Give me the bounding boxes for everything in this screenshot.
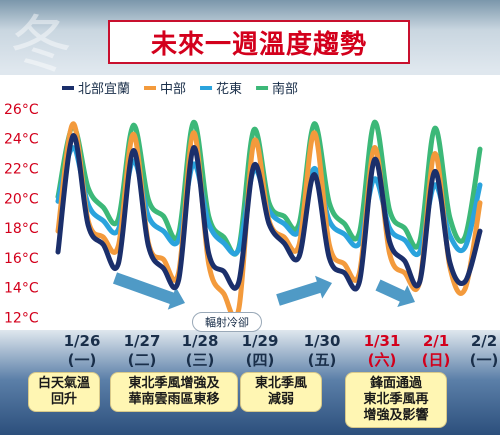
day-weekday: (四) bbox=[245, 351, 275, 369]
forecast-note: 東北季風增強及 華南雲雨區東移 bbox=[110, 372, 238, 412]
trend-arrow-icon bbox=[276, 275, 332, 306]
y-tick-label: 24°C bbox=[4, 132, 39, 148]
legend-label: 花東 bbox=[216, 81, 242, 97]
day-weekday: (一) bbox=[469, 351, 499, 369]
day-weekday: (二) bbox=[127, 351, 157, 369]
forecast-note: 白天氣溫 回升 bbox=[28, 372, 100, 412]
y-tick-label: 16°C bbox=[4, 251, 39, 267]
day-date: 2/2 bbox=[470, 332, 498, 350]
chart-title: 未來一週溫度趨勢 bbox=[150, 29, 367, 60]
day-label: 2/1 (日) bbox=[416, 332, 456, 370]
y-tick-label: 22°C bbox=[4, 162, 39, 178]
day-label: 1/29 (四) bbox=[240, 332, 280, 370]
trend-arrow-icon bbox=[112, 272, 185, 310]
title-box: 未來一週溫度趨勢 bbox=[108, 20, 410, 64]
day-date: 1/30 bbox=[303, 332, 341, 350]
day-date: 2/1 bbox=[422, 332, 450, 350]
y-tick-label: 18°C bbox=[4, 221, 39, 237]
forecast-note-text: 東北季風增強及 華南雲雨區東移 bbox=[128, 376, 220, 407]
forecast-note-text: 東北季風 減弱 bbox=[254, 376, 307, 407]
day-label: 1/31 (六) bbox=[362, 332, 402, 370]
day-weekday: (五) bbox=[307, 351, 337, 369]
y-tick-label: 14°C bbox=[4, 281, 39, 297]
day-weekday: (六) bbox=[367, 351, 397, 369]
day-date: 1/26 bbox=[63, 332, 101, 350]
series-line-0 bbox=[55, 133, 483, 292]
day-label: 1/30 (五) bbox=[302, 332, 342, 370]
legend-label: 中部 bbox=[160, 82, 186, 97]
trend-arrow-icon bbox=[375, 279, 415, 308]
day-weekday: (三) bbox=[185, 351, 215, 369]
series-line-3 bbox=[55, 119, 483, 257]
y-tick-label: 20°C bbox=[4, 191, 39, 207]
legend-label: 北部宜蘭 bbox=[78, 81, 130, 97]
background-season-char: 冬 bbox=[10, 8, 73, 81]
legend-label: 南部 bbox=[272, 81, 298, 97]
day-date: 1/31 bbox=[363, 332, 401, 350]
day-date: 1/28 bbox=[181, 332, 219, 350]
forecast-note-text: 白天氣溫 回升 bbox=[37, 376, 90, 407]
radiation-cooling-label: 輻射冷卻 bbox=[192, 312, 262, 332]
day-label: 2/2 (一) bbox=[464, 332, 500, 370]
y-tick-label: 12°C bbox=[4, 311, 39, 327]
day-label: 1/28 (三) bbox=[180, 332, 220, 370]
day-date: 1/27 bbox=[123, 332, 161, 350]
day-label: 1/26 (一) bbox=[62, 332, 102, 370]
forecast-note: 東北季風 減弱 bbox=[240, 372, 322, 412]
forecast-note-text: 鋒面通過 東北季風再 增強及影響 bbox=[363, 376, 429, 423]
day-weekday: (一) bbox=[67, 351, 97, 369]
y-tick-label: 26°C bbox=[4, 102, 39, 118]
day-date: 1/29 bbox=[241, 332, 279, 350]
day-weekday: (日) bbox=[421, 351, 451, 369]
day-label: 1/27 (二) bbox=[122, 332, 162, 370]
forecast-note: 鋒面通過 東北季風再 增強及影響 bbox=[345, 372, 447, 428]
